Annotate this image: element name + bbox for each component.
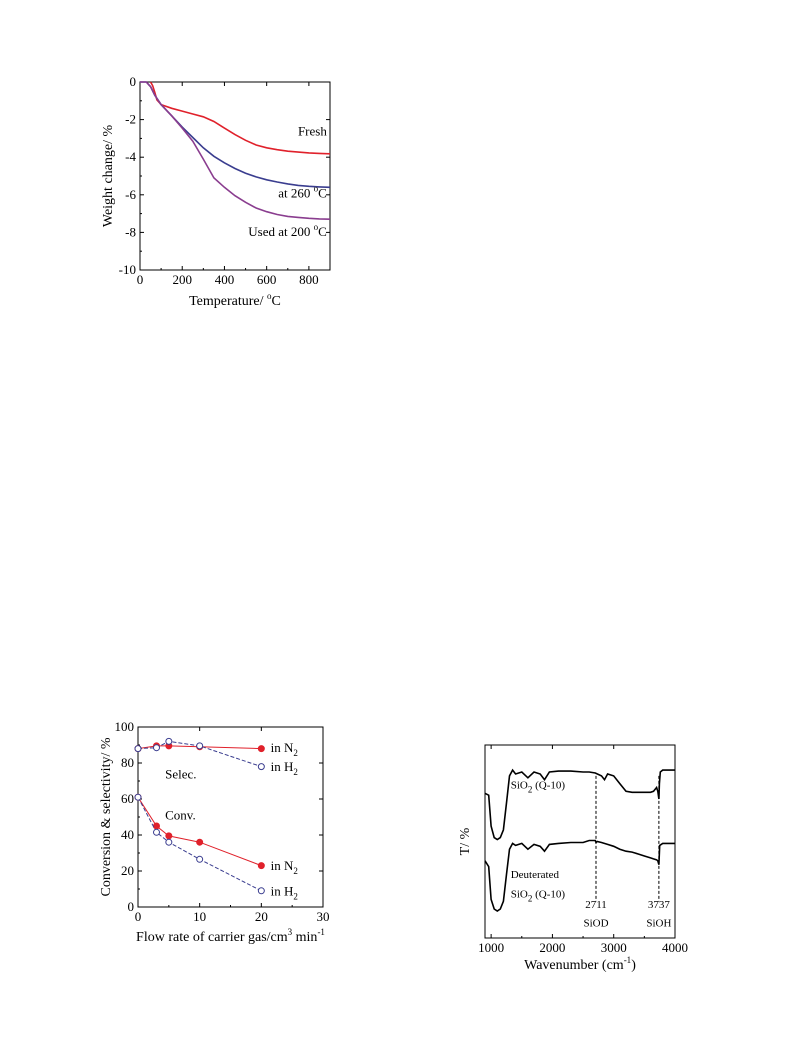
series-label-2: Conv. — [165, 808, 196, 823]
x-tick-label: 4000 — [662, 940, 688, 955]
spectrum-label-3: SiO2 (Q-10) — [511, 888, 566, 903]
data-point — [196, 742, 204, 750]
data-point — [165, 838, 173, 846]
y-tick-label: 60 — [121, 791, 134, 806]
data-point — [165, 737, 173, 745]
data-point — [153, 744, 160, 752]
y-tick-label: 100 — [115, 719, 135, 734]
tga-curve-3 — [140, 81, 331, 220]
x-tick-label: 10 — [193, 909, 206, 924]
spectrum-label-2: Deuterated — [511, 869, 560, 881]
x-axis-label: Flow rate of carrier gas/cm3 min-1 — [136, 927, 325, 945]
x-tick-label: 30 — [317, 909, 330, 924]
y-axis-label: Weight change/ % — [101, 125, 116, 228]
data-point — [196, 838, 204, 846]
series-label-6: in H2 — [271, 883, 298, 901]
series-label-1: Selec. — [165, 766, 196, 781]
y-axis-label: Conversion & selectivity/ % — [99, 737, 114, 896]
series-label-5: in N2 — [271, 858, 298, 876]
data-point — [153, 828, 160, 836]
x-tick-label: 0 — [135, 909, 142, 924]
x-tick-label: 1000 — [478, 940, 504, 955]
data-point — [165, 832, 173, 840]
y-tick-label: -10 — [119, 262, 136, 277]
x-tick-label: 800 — [299, 272, 319, 287]
y-tick-label: 20 — [121, 863, 134, 878]
tga-weight-change-chart: 0 200 400 600 800 0 -2 -4 -6 -8 -10 Fresh at 260 oC U… — [101, 74, 331, 309]
y-axis-label: T/ % — [458, 827, 473, 855]
data-point — [257, 763, 265, 771]
spectrum-label-1: SiO2 (Q-10) — [511, 779, 566, 794]
x-tick-label: 20 — [255, 909, 268, 924]
x-tick-label: 600 — [257, 272, 277, 287]
x-tick-label: 0 — [137, 272, 144, 287]
ir-spectrum-2 — [484, 839, 675, 912]
spectrum-label-5: SiOD — [583, 917, 608, 929]
spectrum-label-7: SiOH — [646, 917, 671, 929]
series-label-4: in H2 — [271, 759, 298, 777]
y-tick-label: -2 — [125, 112, 136, 127]
x-tick-label: 200 — [172, 272, 192, 287]
y-tick-label: 0 — [130, 74, 137, 89]
data-point — [257, 887, 265, 895]
data-point — [257, 745, 265, 753]
data-point — [153, 822, 160, 830]
plot-frame — [484, 744, 676, 939]
plot-frame — [139, 81, 331, 271]
data-point — [196, 855, 204, 863]
data-point — [134, 745, 142, 753]
curve-label-2: at 260 oC — [278, 184, 327, 201]
curve-label-1: Fresh — [298, 124, 327, 139]
ir-spectrum-1 — [484, 768, 675, 841]
y-tick-label: 0 — [128, 899, 135, 914]
y-tick-label: -4 — [125, 149, 136, 164]
series-label-3: in N2 — [271, 740, 298, 758]
x-axis-label: Temperature/ oC — [189, 291, 281, 309]
data-point — [257, 862, 265, 870]
x-tick-label: 2000 — [539, 940, 565, 955]
ir-spectra-chart: 1000 2000 3000 4000 SiO2 (Q-10) Deuterated SiO… — [458, 744, 688, 973]
x-axis-label: Wavenumber (cm-1) — [524, 955, 636, 973]
y-tick-label: -6 — [125, 187, 136, 202]
spectrum-label-4: 2711 — [585, 899, 607, 911]
curve-label-3: Used at 200 oC — [248, 222, 327, 239]
data-point — [134, 793, 142, 801]
y-tick-label: 40 — [121, 827, 134, 842]
y-tick-label: -8 — [125, 224, 136, 239]
x-tick-label: 400 — [215, 272, 235, 287]
y-tick-label: 80 — [121, 755, 134, 770]
x-tick-label: 3000 — [601, 940, 627, 955]
tga-curve-1 — [149, 81, 331, 155]
spectrum-label-6: 3737 — [648, 899, 671, 911]
